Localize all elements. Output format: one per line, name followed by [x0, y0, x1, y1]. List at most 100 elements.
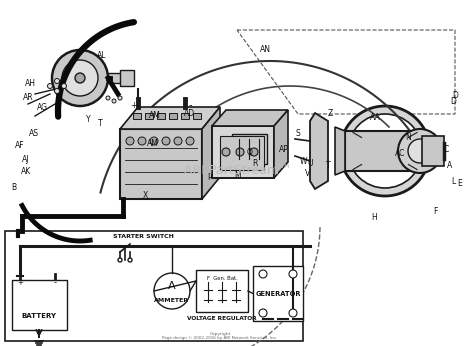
Text: A: A: [168, 281, 176, 291]
Circle shape: [250, 148, 258, 156]
Text: ARI PartStream™: ARI PartStream™: [184, 164, 292, 177]
Bar: [145, 113, 153, 119]
Text: -: -: [188, 100, 192, 110]
Bar: [212, 126, 274, 178]
Circle shape: [55, 79, 60, 83]
Text: +: +: [130, 100, 137, 109]
Circle shape: [75, 73, 85, 83]
Text: L: L: [451, 176, 455, 185]
Text: AL: AL: [97, 51, 107, 60]
Circle shape: [162, 137, 170, 145]
Text: Z: Z: [328, 109, 333, 118]
Bar: [120, 129, 202, 199]
Text: F: F: [433, 207, 437, 216]
Text: AP: AP: [279, 146, 289, 155]
Text: -: -: [54, 279, 56, 288]
Text: AG: AG: [36, 103, 47, 112]
Text: Copyright: Copyright: [210, 332, 231, 336]
Circle shape: [62, 83, 66, 89]
Text: V: V: [305, 170, 310, 179]
Text: AMMETER: AMMETER: [155, 298, 190, 302]
Text: AS: AS: [29, 128, 39, 137]
Bar: [232, 134, 267, 164]
Bar: [133, 113, 141, 119]
Circle shape: [52, 50, 108, 106]
Text: N: N: [405, 134, 411, 143]
Text: AR: AR: [23, 93, 33, 102]
Bar: [193, 113, 201, 119]
Text: H: H: [371, 213, 377, 222]
Circle shape: [47, 83, 53, 89]
Text: Q: Q: [247, 148, 253, 157]
Circle shape: [138, 137, 146, 145]
Circle shape: [340, 106, 430, 196]
Text: E: E: [457, 179, 462, 188]
Circle shape: [106, 96, 110, 100]
Circle shape: [289, 309, 297, 317]
Text: AC: AC: [395, 148, 405, 157]
Text: BATTERY: BATTERY: [21, 313, 56, 319]
Text: AN: AN: [259, 46, 271, 55]
Text: X: X: [142, 191, 147, 200]
Bar: [345, 131, 425, 171]
Text: GENERATOR: GENERATOR: [255, 291, 301, 297]
Text: AJ: AJ: [22, 155, 30, 164]
Text: A: A: [447, 162, 453, 171]
Circle shape: [236, 148, 244, 156]
Circle shape: [408, 139, 432, 163]
Bar: [196, 270, 248, 312]
Text: AK: AK: [21, 167, 31, 176]
Circle shape: [55, 89, 60, 93]
Text: T: T: [326, 162, 330, 171]
Text: C: C: [443, 146, 448, 155]
Polygon shape: [335, 127, 345, 175]
Text: AA: AA: [370, 113, 380, 122]
Text: AF: AF: [15, 142, 25, 151]
Text: AH: AH: [25, 80, 36, 89]
Polygon shape: [274, 110, 288, 178]
Text: Page design © 2002-2016 by ARI Network Services, Inc.: Page design © 2002-2016 by ARI Network S…: [163, 336, 278, 340]
Bar: [157, 113, 165, 119]
Text: W: W: [300, 156, 308, 165]
Circle shape: [377, 143, 393, 159]
Circle shape: [186, 137, 194, 145]
Circle shape: [118, 96, 122, 100]
Text: F  Gen. Bat.: F Gen. Bat.: [207, 275, 237, 281]
Circle shape: [112, 99, 116, 103]
Text: AM: AM: [147, 139, 159, 148]
Circle shape: [126, 137, 134, 145]
Text: P: P: [208, 173, 212, 182]
Bar: [5, 231, 303, 341]
Polygon shape: [202, 107, 220, 199]
Bar: [120, 70, 134, 86]
Text: Y: Y: [86, 116, 91, 125]
Circle shape: [259, 309, 267, 317]
Text: S: S: [296, 129, 301, 138]
Polygon shape: [120, 107, 220, 129]
Polygon shape: [310, 113, 328, 189]
Circle shape: [118, 258, 122, 262]
Circle shape: [62, 60, 98, 96]
Text: T: T: [98, 118, 102, 127]
Circle shape: [398, 129, 442, 173]
Text: R: R: [252, 160, 258, 169]
Bar: [181, 113, 189, 119]
Bar: [108, 73, 123, 83]
Text: D: D: [452, 91, 458, 100]
Circle shape: [150, 137, 158, 145]
Bar: [169, 113, 177, 119]
Circle shape: [154, 273, 190, 309]
Circle shape: [259, 270, 267, 278]
Circle shape: [222, 148, 230, 156]
Bar: [220, 136, 264, 170]
Circle shape: [128, 258, 132, 262]
Text: M: M: [235, 172, 241, 181]
Text: D: D: [450, 97, 456, 106]
Text: B: B: [11, 183, 17, 192]
Circle shape: [289, 270, 297, 278]
Text: AD: AD: [184, 109, 196, 118]
Bar: [253, 266, 303, 321]
Text: AM: AM: [149, 111, 161, 120]
Polygon shape: [212, 110, 288, 126]
Bar: [422, 136, 444, 166]
